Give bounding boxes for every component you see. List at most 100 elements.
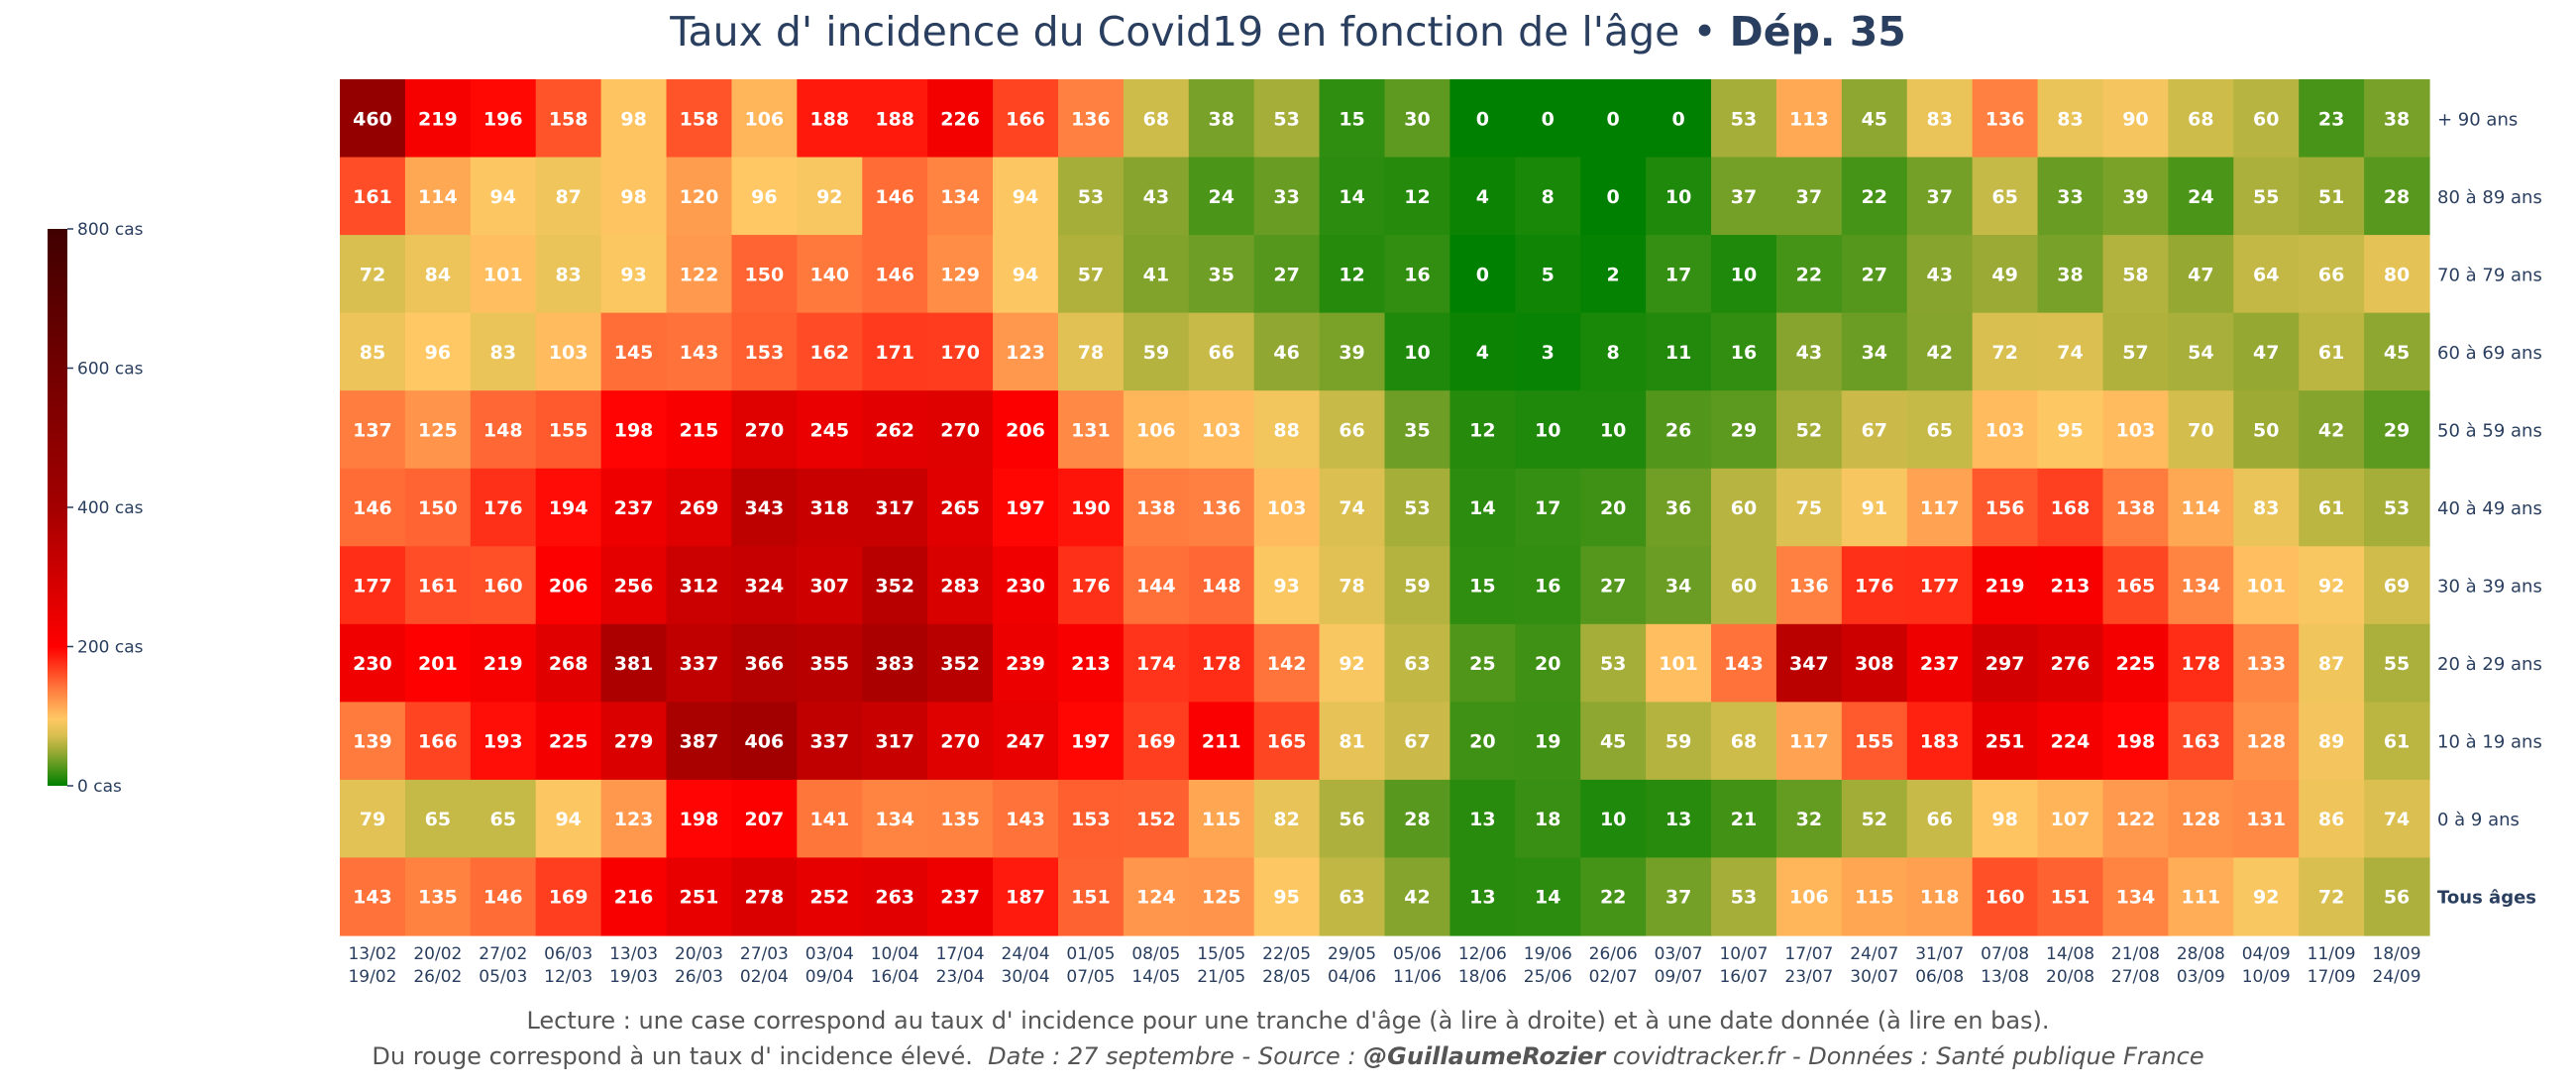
heatmap-cell — [470, 79, 537, 159]
cell-value-label: 129 — [940, 264, 980, 285]
column-label-end: 02/07 — [1589, 967, 1638, 987]
column-label-end: 26/02 — [413, 967, 462, 987]
cell-value-label: 35 — [1209, 264, 1234, 285]
heatmap-cell — [1775, 702, 1843, 781]
cell-value-label: 49 — [1991, 264, 2017, 285]
heatmap-cell — [1319, 157, 1386, 236]
cell-value-label: 143 — [680, 342, 719, 364]
row-label: 40 à 49 ans — [2437, 498, 2542, 519]
heatmap-cell — [1057, 312, 1125, 391]
cell-value-label: 366 — [745, 653, 785, 675]
cell-value-label: 83 — [2253, 497, 2279, 519]
cell-value-label: 8 — [1542, 186, 1555, 208]
heatmap-cell — [404, 468, 472, 547]
cell-value-label: 57 — [2122, 342, 2148, 364]
cell-value-label: 178 — [2181, 653, 2220, 675]
heatmap-cell — [2364, 623, 2430, 703]
heatmap-cell — [2233, 79, 2300, 159]
heatmap-cell — [1188, 390, 1255, 470]
heatmap-cell — [1580, 157, 1647, 236]
cell-value-label: 43 — [1143, 186, 1169, 208]
cell-value-label: 225 — [2116, 653, 2156, 675]
cell-value-label: 8 — [1607, 342, 1620, 364]
heatmap-cell — [1646, 312, 1712, 391]
column-label-start: 24/07 — [1850, 944, 1898, 964]
column-label-start: 28/08 — [2177, 944, 2225, 964]
cell-value-label: 60 — [1731, 497, 1757, 519]
heatmap-cell — [2364, 857, 2430, 936]
cell-value-label: 219 — [483, 653, 523, 675]
cell-value-label: 84 — [425, 264, 451, 285]
cell-value-label: 106 — [1136, 419, 1176, 441]
cell-value-label: 128 — [2246, 731, 2286, 753]
heatmap-cell — [2168, 623, 2234, 703]
heatmap-cell — [1515, 235, 1581, 314]
cell-value-label: 93 — [1273, 576, 1299, 598]
column-label-end: 09/04 — [805, 967, 854, 987]
cell-value-label: 120 — [680, 186, 719, 208]
column-label-end: 21/05 — [1197, 967, 1245, 987]
cell-value-label: 125 — [1202, 887, 1241, 909]
cell-value-label: 140 — [809, 264, 849, 285]
heatmap-cell — [2037, 312, 2104, 391]
cell-value-label: 101 — [483, 264, 523, 285]
cell-value-label: 187 — [1006, 887, 1045, 909]
cell-value-label: 337 — [809, 731, 849, 753]
cell-value-label: 53 — [1404, 497, 1430, 519]
cell-value-label: 188 — [875, 108, 914, 130]
heatmap-cell — [1972, 157, 2039, 236]
column-label-end: 09/07 — [1655, 967, 1703, 987]
heatmap-cell — [1123, 857, 1190, 936]
heatmap-cell — [2102, 235, 2169, 314]
cell-value-label: 68 — [2188, 108, 2213, 130]
cell-value-label: 103 — [549, 342, 589, 364]
heatmap-cell — [470, 546, 537, 625]
column-label-end: 02/04 — [740, 967, 789, 987]
cell-value-label: 13 — [1665, 809, 1691, 830]
cell-value-label: 352 — [875, 576, 914, 598]
cell-value-label: 96 — [751, 186, 777, 208]
cell-value-label: 43 — [1796, 342, 1822, 364]
heatmap-cell — [1646, 779, 1712, 859]
cell-value-label: 65 — [1991, 186, 2017, 208]
cell-value-label: 103 — [1986, 419, 2025, 441]
cell-value-label: 54 — [2188, 342, 2213, 364]
heatmap-cell — [1972, 312, 2039, 391]
cell-value-label: 383 — [875, 653, 914, 675]
cell-value-label: 10 — [1731, 264, 1757, 285]
column-label-start: 07/08 — [1981, 944, 2029, 964]
cell-value-label: 65 — [1926, 419, 1952, 441]
column-label-start: 27/02 — [479, 944, 527, 964]
heatmap-cell — [1515, 779, 1581, 859]
heatmap-cell — [1775, 468, 1843, 547]
heatmap-cell — [1057, 779, 1125, 859]
heatmap-cell — [1972, 235, 2039, 314]
cell-value-label: 177 — [1920, 576, 1960, 598]
heatmap-cell — [1319, 312, 1386, 391]
heatmap-cell — [1188, 857, 1255, 936]
heatmap-cell — [2102, 468, 2169, 547]
cell-value-label: 106 — [745, 108, 785, 130]
cell-value-label: 60 — [1731, 576, 1757, 598]
heatmap-cell — [1775, 779, 1843, 859]
cell-value-label: 251 — [1986, 731, 2025, 753]
cell-value-label: 317 — [875, 731, 914, 753]
row-label: 20 à 29 ans — [2437, 654, 2542, 675]
column-label-start: 29/05 — [1328, 944, 1376, 964]
cell-value-label: 89 — [2318, 731, 2344, 753]
cell-value-label: 0 — [1542, 108, 1555, 130]
heatmap-cell — [2364, 235, 2430, 314]
heatmap-cell — [2102, 702, 2169, 781]
heatmap-cell — [862, 546, 928, 625]
heatmap-cell — [600, 312, 668, 391]
column-label-end: 30/07 — [1850, 967, 1898, 987]
column-label-start: 31/07 — [1915, 944, 1964, 964]
row-label: 80 à 89 ans — [2437, 187, 2542, 208]
column-label-end: 16/07 — [1719, 967, 1768, 987]
heatmap-cell — [1711, 390, 1777, 470]
cell-value-label: 137 — [353, 419, 392, 441]
cell-value-label: 158 — [680, 108, 719, 130]
heatmap-cell — [1711, 623, 1777, 703]
heatmap-cell — [731, 157, 798, 236]
cell-value-label: 39 — [1339, 342, 1364, 364]
